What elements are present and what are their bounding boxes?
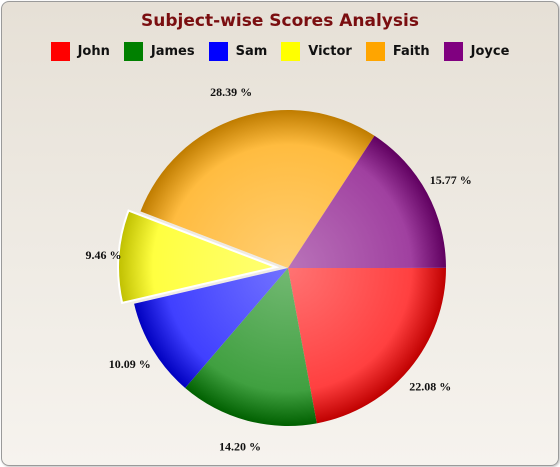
pie-slice-sam[interactable] bbox=[134, 268, 288, 388]
pie-slice-faith[interactable] bbox=[140, 109, 375, 268]
legend-swatch bbox=[443, 42, 463, 61]
legend-item-faith[interactable]: Faith bbox=[365, 42, 430, 61]
data-label-victor: 9.46 % bbox=[85, 248, 121, 262]
legend-swatch bbox=[365, 42, 385, 61]
data-label-sam: 10.09 % bbox=[109, 357, 151, 371]
legend-swatch bbox=[208, 42, 228, 61]
data-label-james: 14.20 % bbox=[219, 440, 261, 454]
legend-item-sam[interactable]: Sam bbox=[208, 42, 268, 61]
pie-slice-james[interactable] bbox=[185, 268, 317, 426]
data-label-faith: 28.39 % bbox=[210, 85, 252, 99]
legend-label: John bbox=[77, 44, 110, 59]
data-label-joyce: 15.77 % bbox=[430, 173, 472, 187]
pie-slice-victor[interactable] bbox=[117, 209, 280, 305]
legend-label: Faith bbox=[392, 44, 430, 59]
legend-swatch bbox=[281, 42, 301, 61]
pie-slice-joyce[interactable] bbox=[288, 135, 446, 268]
pie-slice-john[interactable] bbox=[288, 268, 446, 424]
legend-swatch bbox=[123, 42, 143, 61]
legend-item-john[interactable]: John bbox=[50, 42, 110, 61]
legend-label: Joyce bbox=[470, 44, 510, 59]
legend: John James Sam Victor Faith Joyce bbox=[2, 42, 558, 61]
legend-swatch bbox=[50, 42, 70, 61]
legend-item-james[interactable]: James bbox=[123, 42, 195, 61]
chart-title: Subject-wise Scores Analysis bbox=[141, 11, 419, 31]
data-label-john: 22.08 % bbox=[409, 379, 451, 393]
legend-item-joyce[interactable]: Joyce bbox=[443, 42, 510, 61]
legend-label: Sam bbox=[235, 44, 268, 59]
legend-label: James bbox=[150, 44, 195, 59]
legend-item-victor[interactable]: Victor bbox=[281, 42, 352, 61]
legend-label: Victor bbox=[308, 44, 352, 59]
